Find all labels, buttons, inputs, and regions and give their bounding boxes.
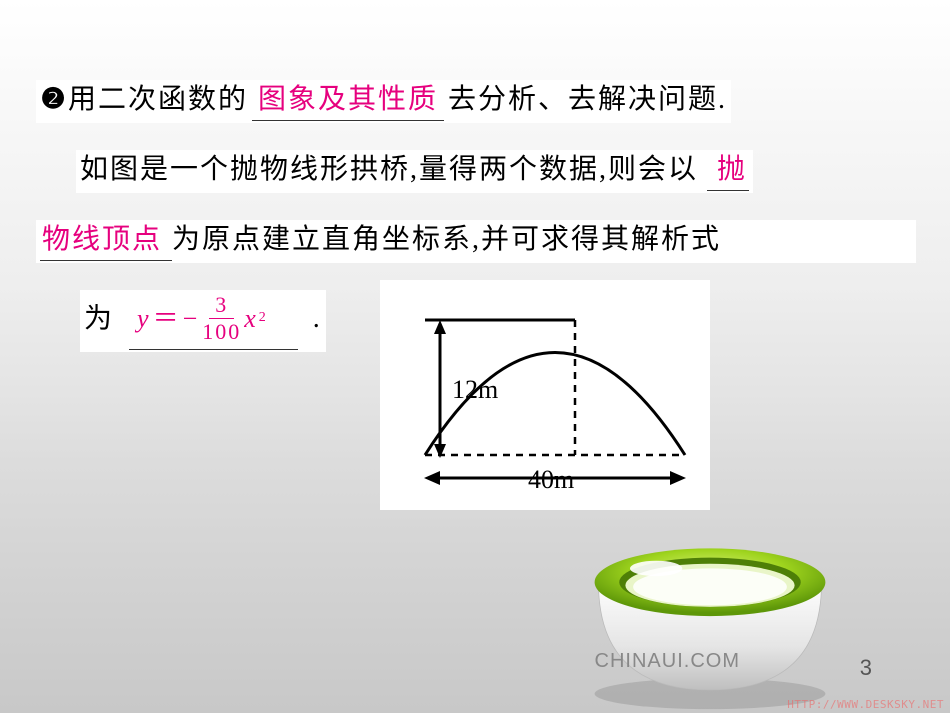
blank-2b: 物线顶点 [40,222,172,261]
page-number: 3 [860,655,872,681]
slide: ❷用二次函数的图象及其性质去分析、去解决问题. 如图是一个抛物线形拱桥,量得两个… [0,0,950,713]
line-3: 物线顶点为原点建立直角坐标系,并可求得其解析式 [36,220,916,263]
blank-1: 图象及其性质 [252,82,444,121]
formula-eq: ＝ [153,302,181,336]
watermark: HTTP://WWW.DESKSKY.NET [787,698,944,711]
blank-2a: 抛 [707,152,749,191]
formula-neg: − [183,302,200,336]
line1-text-a: 用二次函数的 [68,84,248,115]
formula-x: x [244,302,258,336]
arch-diagram: 12m 40m [380,280,710,510]
line3-text: 为原点建立直角坐标系,并可求得其解析式 [172,224,721,255]
line-4: 为 y ＝ − 3 100 x2 . [80,290,326,352]
formula-blank: y ＝ − 3 100 x2 [129,292,298,350]
formula-num: 3 [209,294,234,319]
width-label: 40m [528,465,574,494]
formula-fraction: 3 100 [202,294,241,343]
formula-exp: 2 [259,309,268,327]
line4-text: 为 [84,303,114,334]
line1-text-b: 去分析、去解决问题. [448,84,727,115]
line4-dot: . [313,303,322,334]
line2-text-a: 如图是一个抛物线形拱桥,量得两个数据,则会以 [80,154,698,185]
logo-text: CHINAUI.COM [595,650,740,673]
height-label: 12m [452,375,498,404]
formula-den: 100 [202,319,241,343]
bullet-marker: ❷ [40,85,68,113]
formula-y: y [137,302,151,336]
line-1: ❷用二次函数的图象及其性质去分析、去解决问题. [36,80,731,123]
bowl-graphic [530,513,890,713]
line-2: 如图是一个抛物线形拱桥,量得两个数据,则会以 抛 [76,150,753,193]
